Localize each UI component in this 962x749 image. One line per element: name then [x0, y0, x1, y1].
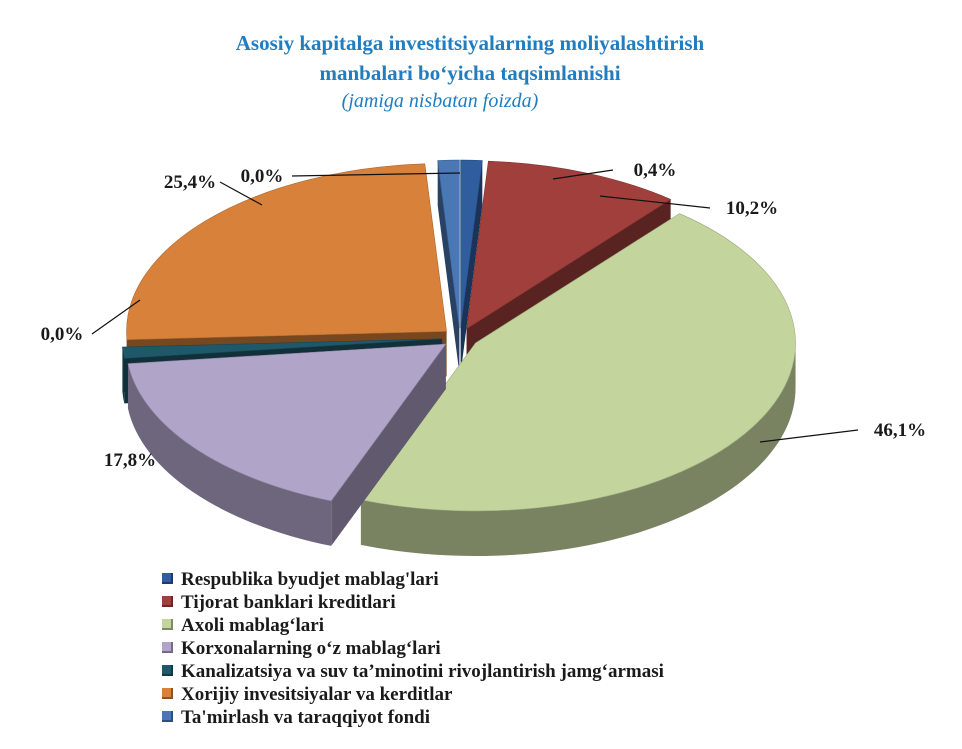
leader-line-1	[552, 169, 614, 180]
legend-item-1: Respublika byudjet mablag'lari	[162, 568, 664, 591]
legend-label: Kanalizatsiya va suv ta’minotini rivojla…	[181, 661, 664, 682]
legend-label: Tijorat banklari kreditlari	[181, 592, 396, 613]
data-label-4: 17,8%	[104, 450, 156, 471]
leader-line-5	[91, 299, 141, 335]
leader-line-6	[219, 181, 263, 206]
legend-item-4: Korxonalarning o‘z mablag‘lari	[162, 637, 664, 660]
legend-label: Ta'mirlash va taraqqiyot fondi	[181, 707, 430, 728]
chart-title-line-1: Asosiy kapitalga investitsiyalarning mol…	[235, 31, 705, 55]
leader-line-2	[599, 195, 711, 209]
data-label-1: 0,4%	[634, 160, 677, 181]
chart-subtitle: (jamiga nisbatan foizda)	[341, 90, 539, 112]
legend-label: Xorijiy invesitsiyalar va kerditlar	[181, 684, 453, 705]
leader-line-3	[759, 429, 859, 443]
legend-item-2: Tijorat banklari kreditlari	[162, 591, 664, 614]
pie-slice-3	[360, 213, 796, 556]
legend-item-7: Ta'mirlash va taraqqiyot fondi	[162, 706, 664, 729]
pie-slice-4	[127, 343, 447, 546]
legend-swatch	[162, 688, 173, 699]
data-label-6: 25,4%	[164, 172, 216, 193]
data-label-3: 46,1%	[874, 420, 926, 441]
chart-legend: Respublika byudjet mablag'lari Tijorat ba…	[162, 568, 664, 729]
pie-slice-7	[437, 159, 460, 374]
data-label-7: 0,0%	[241, 166, 284, 187]
legend-swatch	[162, 665, 173, 676]
pie-slice-1	[460, 159, 483, 374]
legend-label: Korxonalarning o‘z mablag‘lari	[181, 638, 441, 659]
legend-swatch	[162, 573, 173, 584]
legend-swatch	[162, 711, 173, 722]
data-label-5: 0,0%	[41, 324, 84, 345]
legend-item-3: Axoli mablag‘lari	[162, 614, 664, 637]
legend-item-6: Xorijiy invesitsiyalar va kerditlar	[162, 683, 664, 706]
legend-swatch	[162, 596, 173, 607]
legend-swatch	[162, 619, 173, 630]
data-label-2: 10,2%	[726, 198, 778, 219]
leader-line-7	[291, 172, 461, 177]
legend-label: Respublika byudjet mablag'lari	[181, 569, 439, 590]
chart-title: Asosiy kapitalga investitsiyalarning mol…	[150, 28, 790, 88]
chart-title-line-2: manbalari bo‘yicha taqsimlanishi	[319, 61, 621, 85]
legend-label: Axoli mablag‘lari	[181, 615, 325, 636]
legend-item-5: Kanalizatsiya va suv ta’minotini rivojla…	[162, 660, 664, 683]
legend-swatch	[162, 642, 173, 653]
